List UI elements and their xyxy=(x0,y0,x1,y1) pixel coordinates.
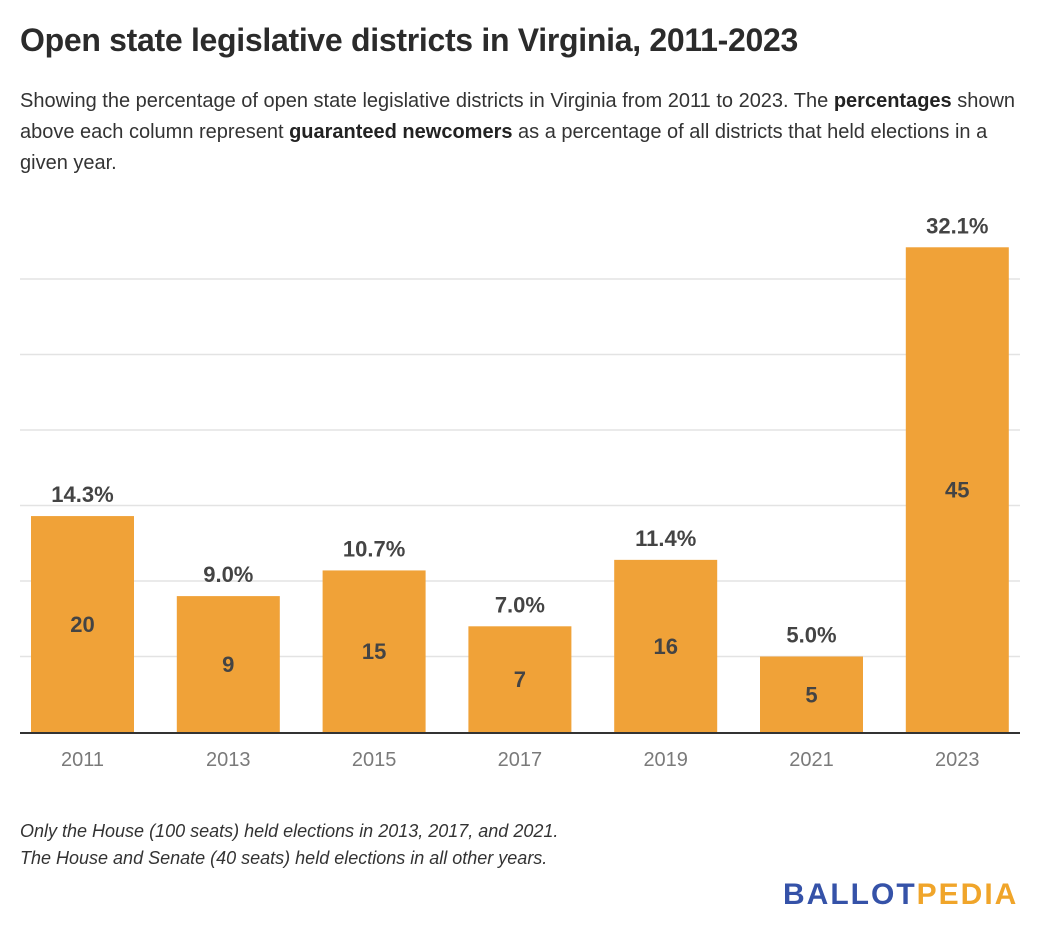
chart-title: Open state legislative districts in Virg… xyxy=(20,22,798,58)
count-label: 45 xyxy=(945,478,969,503)
bar-2015 xyxy=(322,570,426,732)
subtitle-text: Showing the percentage of open state leg… xyxy=(20,90,834,112)
percent-label: 5.0% xyxy=(786,623,836,648)
count-label: 16 xyxy=(653,634,677,659)
x-tick-label: 2015 xyxy=(352,749,397,771)
chart-subtitle: Showing the percentage of open state leg… xyxy=(20,86,1020,179)
subtitle-text: as a percentage of all districts that he… xyxy=(20,121,988,174)
bar-chart: 14.3% 20 2011 9.0% 9 2013 10.7% 15 2015 7.0% 7 2017… xyxy=(20,213,1020,771)
bar-2023 xyxy=(905,247,1009,732)
ballotpedia-logo: BALLOTPEDIA xyxy=(783,878,1018,912)
bar-2017 xyxy=(468,626,572,732)
x-tick-label: 2017 xyxy=(498,749,543,771)
bar-2013 xyxy=(176,596,280,732)
percent-label: 7.0% xyxy=(495,592,545,617)
percent-label: 32.1% xyxy=(926,213,988,238)
percent-label: 10.7% xyxy=(343,536,405,561)
percent-label: 11.4% xyxy=(635,526,696,551)
footnote: Only the House (100 seats) held election… xyxy=(20,821,559,841)
x-tick-label: 2023 xyxy=(935,749,980,771)
subtitle-bold: guaranteed newcomers xyxy=(289,121,513,143)
x-tick-label: 2013 xyxy=(206,749,251,771)
subtitle-text: shown above each column represent xyxy=(20,90,1016,143)
count-label: 20 xyxy=(70,612,94,637)
footnote: The House and Senate (40 seats) held ele… xyxy=(20,848,548,868)
count-label: 7 xyxy=(514,667,526,692)
logo-text: BALLOT xyxy=(783,878,917,911)
percent-label: 14.3% xyxy=(51,482,113,507)
subtitle-bold: percentages xyxy=(833,90,952,112)
x-tick-label: 2011 xyxy=(61,749,104,771)
count-label: 5 xyxy=(805,682,817,707)
bar-2011 xyxy=(31,516,134,732)
x-tick-label: 2019 xyxy=(643,749,688,771)
count-label: 9 xyxy=(222,652,234,677)
logo-text: PEDIA xyxy=(916,878,1019,911)
percent-label: 9.0% xyxy=(203,562,253,587)
x-tick-label: 2021 xyxy=(789,749,834,771)
count-label: 15 xyxy=(362,639,386,664)
footnotes: Only the House (100 seats) held election… xyxy=(20,818,558,872)
bar-2019 xyxy=(614,559,718,732)
bar-2021 xyxy=(760,656,863,732)
